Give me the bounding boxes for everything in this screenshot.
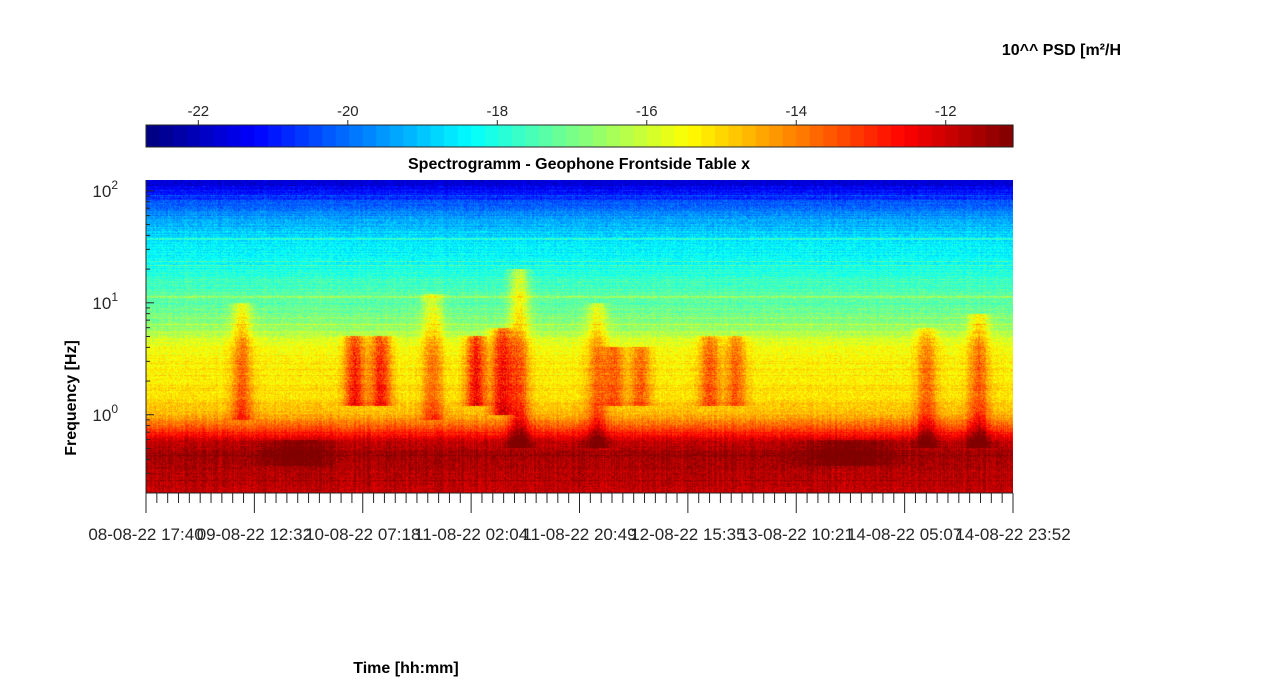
colorbar-cell (281, 125, 296, 147)
colorbar-cell (335, 125, 350, 147)
colorbar-label: 10^^ PSD [m²/H (1002, 42, 1121, 59)
colorbar-tick-label: -22 (187, 103, 209, 120)
colorbar-cell (389, 125, 404, 147)
colorbar-cell (565, 125, 581, 147)
colorbar-cell (552, 125, 567, 147)
colorbar-cell (958, 125, 973, 147)
x-tick-label: 14-08-22 23:52 (955, 525, 1070, 544)
colorbar-cell (227, 125, 242, 147)
colorbar-tick-label: -16 (636, 103, 658, 120)
colorbar-cell (796, 125, 811, 147)
colorbar-cell (403, 125, 418, 147)
y-axis-label: Frequency [Hz] (63, 340, 80, 456)
colorbar-cell (267, 125, 283, 147)
colorbar: -22 -20 -18 -16 -14 -12 10^^ PSD [m²/H (145, 42, 1121, 148)
colorbar-cell (863, 125, 879, 147)
colorbar-cell (186, 125, 201, 147)
colorbar-cell (430, 125, 445, 147)
colorbar-cell (200, 125, 215, 147)
colorbar-cell (836, 125, 852, 147)
spectrogram-image (146, 180, 1013, 493)
colorbar-cell (254, 125, 269, 147)
x-tick-label: 11-08-22 20:49 (522, 525, 636, 544)
colorbar-cell (931, 125, 946, 147)
colorbar-cell (999, 125, 1014, 147)
colorbar-cell (376, 125, 391, 147)
x-tick-label: 09-08-22 12:32 (197, 525, 312, 544)
colorbar-cell (525, 125, 540, 147)
colorbar-cell (660, 125, 675, 147)
colorbar-cell (687, 125, 703, 147)
chart-title: Spectrogramm - Geophone Frontside Table … (408, 156, 750, 173)
colorbar-tick-label: -12 (935, 103, 957, 120)
colorbar-cell (985, 125, 1001, 147)
colorbar-cell (146, 125, 161, 147)
colorbar-frame (145, 124, 1014, 148)
colorbar-cell (647, 125, 662, 147)
colorbar-cell (416, 125, 432, 147)
colorbar-cell (877, 125, 892, 147)
colorbar-cell (674, 125, 689, 147)
colorbar-tick-label: -14 (785, 103, 807, 120)
colorbar-cell (606, 125, 621, 147)
colorbar-cell (173, 125, 188, 147)
colorbar-cell (633, 125, 648, 147)
colorbar-cell (484, 125, 499, 147)
x-tick-label: 08-08-22 17:40 (88, 525, 203, 544)
colorbar-cell (823, 125, 838, 147)
colorbar-cell (444, 125, 459, 147)
colorbar-cell (714, 125, 730, 147)
colorbar-cell (349, 125, 364, 147)
x-tick-label: 14-08-22 05:07 (847, 525, 962, 544)
colorbar-cell (579, 125, 594, 147)
colorbar-cell (972, 125, 987, 147)
x-tick-label: 12-08-22 15:35 (630, 525, 745, 544)
colorbar-cell (782, 125, 797, 147)
colorbar-cell (728, 125, 743, 147)
colorbar-cell (240, 125, 255, 147)
colorbar-cell (809, 125, 824, 147)
y-tick-label: 100 (92, 402, 118, 425)
colorbar-cell (308, 125, 323, 147)
colorbar-tick-label: -18 (486, 103, 508, 120)
y-tick-label: 101 (92, 290, 118, 313)
colorbar-cell (945, 125, 960, 147)
colorbar-cell (593, 125, 608, 147)
x-tick-label: 13-08-22 10:21 (739, 525, 854, 544)
colorbar-cell (769, 125, 784, 147)
colorbar-cell (904, 125, 919, 147)
colorbar-cell (213, 125, 228, 147)
colorbar-cell (498, 125, 513, 147)
colorbar-cell (471, 125, 486, 147)
colorbar-cell (511, 125, 526, 147)
colorbar-cell (322, 125, 337, 147)
colorbar-cell (850, 125, 865, 147)
colorbar-tick-label: -20 (337, 103, 359, 120)
colorbar-cell (918, 125, 933, 147)
x-tick-label: 11-08-22 02:04 (414, 525, 528, 544)
y-tick-label: 102 (92, 178, 118, 201)
colorbar-cell (891, 125, 906, 147)
colorbar-cell (538, 125, 554, 147)
colorbar-cell (701, 125, 716, 147)
colorbar-cell (620, 125, 635, 147)
colorbar-cell (159, 125, 174, 147)
colorbar-cell (362, 125, 377, 147)
colorbar-cell (755, 125, 770, 147)
x-tick-label: 10-08-22 07:18 (305, 525, 420, 544)
spectrogram-image-container (146, 180, 1013, 493)
colorbar-cell (742, 125, 757, 147)
colorbar-cell (295, 125, 310, 147)
colorbar-cell (457, 125, 472, 147)
x-axis-label: Time [hh:mm] (353, 660, 458, 677)
